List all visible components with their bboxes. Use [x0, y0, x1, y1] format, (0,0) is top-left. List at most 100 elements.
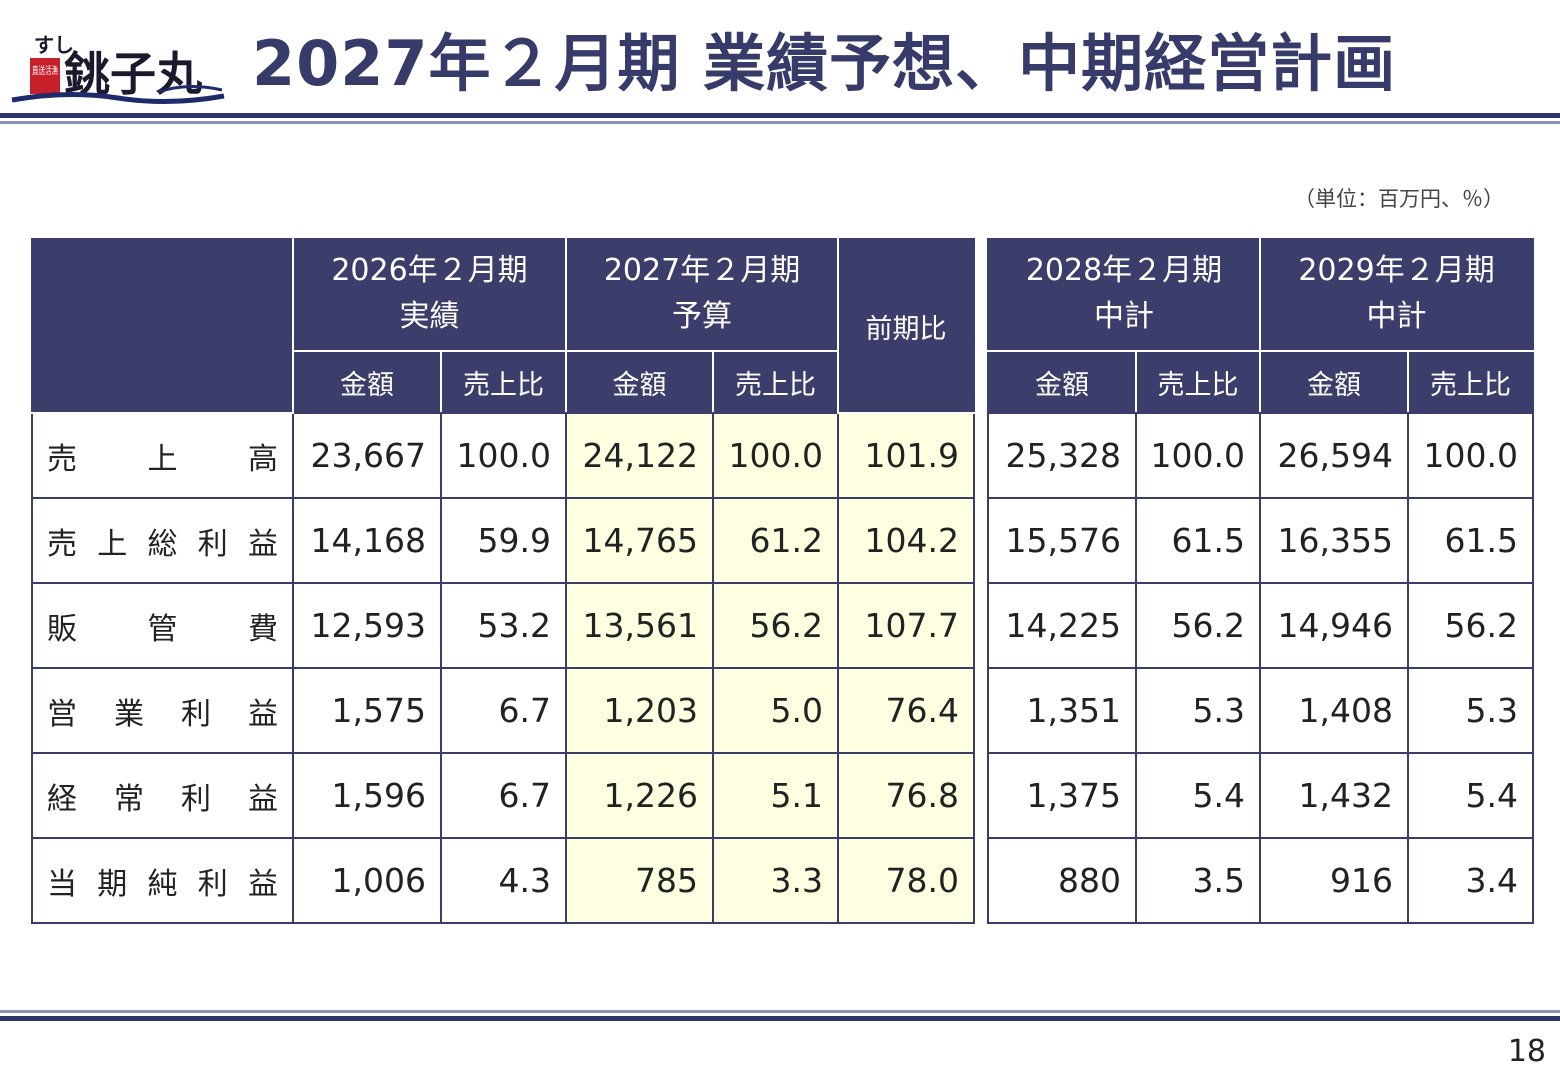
ratio-cell: 61.5	[1407, 497, 1535, 584]
period-2028-year: 2028年２月期	[1025, 253, 1223, 288]
amount-cell: 1,575	[292, 667, 442, 754]
period-2026-year: 2026年２月期	[331, 253, 528, 288]
page-number: 18	[1507, 1034, 1546, 1069]
ratio-cell: 4.3	[439, 837, 568, 924]
ratio-cell: 100.0	[1407, 412, 1535, 499]
header-rule-thick	[0, 113, 1560, 118]
period-2028-kind: 中計	[1094, 299, 1154, 334]
ratio-cell: 61.5	[1134, 497, 1262, 584]
yoy-cell: 104.2	[837, 497, 976, 584]
ratio-cell: 5.3	[1407, 667, 1535, 754]
ratio-cell: 5.1	[712, 752, 840, 839]
right-subheader-row: 金額 売上比 金額 売上比	[987, 350, 1535, 414]
amount-cell: 13,561	[565, 582, 715, 669]
logo-graphic: すし 直送活漁 銚子丸	[11, 33, 225, 105]
amount-cell: 16,355	[1259, 497, 1410, 584]
table-row: 販管費 12,593 53.2 13,561 56.2 107.7	[31, 582, 976, 669]
ratio-cell: 56.2	[712, 582, 840, 669]
subheader-sales-ratio: 売上比	[1134, 350, 1262, 414]
company-logo: すし 直送活漁 銚子丸	[8, 20, 230, 106]
page-title: 2027年２月期 業績予想、中期経営計画	[252, 27, 1397, 100]
footer-rule-thin	[0, 1010, 1560, 1013]
period-header-2029: 2029年２月期 中計	[1259, 238, 1535, 352]
amount-cell: 1,375	[987, 752, 1137, 839]
row-label: 売上総利益	[31, 497, 294, 584]
table-row: 営業利益 1,575 6.7 1,203 5.0 76.4	[31, 667, 976, 754]
subheader-amount: 金額	[987, 350, 1137, 414]
subheader-sales-ratio: 売上比	[712, 350, 840, 414]
amount-cell: 14,168	[292, 497, 442, 584]
subheader-sales-ratio: 売上比	[1407, 350, 1535, 414]
ratio-cell: 61.2	[712, 497, 840, 584]
yoy-header: 前期比	[837, 238, 976, 414]
amount-cell: 14,765	[565, 497, 715, 584]
header-rule-thin	[0, 121, 1560, 124]
right-plan-table: 2028年２月期 中計 2029年２月期 中計 金額 売上比 金額 売上比 25…	[986, 238, 1535, 924]
amount-cell: 1,432	[1259, 752, 1410, 839]
ratio-cell: 3.4	[1407, 837, 1535, 924]
table-row: 1,351 5.3 1,408 5.3	[987, 667, 1535, 754]
subheader-amount: 金額	[565, 350, 715, 414]
table-row: 25,328 100.0 26,594 100.0	[987, 412, 1535, 499]
amount-cell: 1,408	[1259, 667, 1410, 754]
period-header-2028: 2028年２月期 中計	[986, 238, 1262, 352]
ratio-cell: 6.7	[439, 752, 568, 839]
ratio-cell: 53.2	[439, 582, 568, 669]
period-2027-kind: 予算	[672, 299, 733, 334]
unit-note: （単位：百万円、％）	[1294, 187, 1504, 211]
table-row: 売上総利益 14,168 59.9 14,765 61.2 104.2	[31, 497, 976, 584]
row-label: 経常利益	[31, 752, 294, 839]
table-row: 売上高 23,667 100.0 24,122 100.0 101.9	[31, 412, 976, 499]
amount-cell: 26,594	[1259, 412, 1410, 499]
ratio-cell: 59.9	[439, 497, 568, 584]
yoy-cell: 101.9	[837, 412, 976, 499]
svg-text:直送活漁: 直送活漁	[32, 64, 58, 77]
ratio-cell: 100.0	[712, 412, 840, 499]
yoy-cell: 78.0	[837, 837, 976, 924]
table-row: 経常利益 1,596 6.7 1,226 5.1 76.8	[31, 752, 976, 839]
yoy-cell: 76.8	[837, 752, 976, 839]
yoy-cell: 107.7	[837, 582, 976, 669]
right-header-row: 2028年２月期 中計 2029年２月期 中計	[986, 238, 1535, 352]
table-row: 15,576 61.5 16,355 61.5	[987, 497, 1535, 584]
row-label: 営業利益	[31, 667, 294, 754]
ratio-cell: 100.0	[1134, 412, 1262, 499]
period-2029-kind: 中計	[1366, 299, 1427, 334]
table-row: 当期純利益 1,006 4.3 785 3.3 78.0	[31, 837, 976, 924]
amount-cell: 785	[565, 837, 715, 924]
table-row: 880 3.5 916 3.4	[987, 837, 1535, 924]
ratio-cell: 5.0	[712, 667, 840, 754]
corner-header-cell	[31, 238, 294, 414]
amount-cell: 1,351	[987, 667, 1137, 754]
amount-cell: 24,122	[565, 412, 715, 499]
ratio-cell: 3.5	[1134, 837, 1262, 924]
ratio-cell: 5.4	[1134, 752, 1262, 839]
period-2029-year: 2029年２月期	[1298, 253, 1495, 288]
amount-cell: 15,576	[987, 497, 1137, 584]
yoy-cell: 76.4	[837, 667, 976, 754]
period-header-2027: 2027年２月期 予算	[565, 238, 840, 352]
svg-text:銚子丸: 銚子丸	[64, 47, 202, 101]
row-label: 販管費	[31, 582, 294, 669]
subheader-amount: 金額	[292, 350, 442, 414]
footer-rule-thick	[0, 1016, 1560, 1021]
period-2027-year: 2027年２月期	[603, 253, 801, 288]
period-header-2026: 2026年２月期 実績	[291, 238, 568, 352]
amount-cell: 23,667	[292, 412, 442, 499]
ratio-cell: 3.3	[712, 837, 840, 924]
amount-cell: 14,946	[1259, 582, 1410, 669]
ratio-cell: 56.2	[1134, 582, 1262, 669]
row-label: 売上高	[31, 412, 294, 499]
row-label: 当期純利益	[31, 837, 294, 924]
amount-cell: 1,006	[292, 837, 442, 924]
period-2026-kind: 実績	[399, 299, 460, 334]
amount-cell: 12,593	[292, 582, 442, 669]
ratio-cell: 5.4	[1407, 752, 1535, 839]
amount-cell: 1,596	[292, 752, 442, 839]
left-subheader-row: 金額 売上比 金額 売上比	[32, 350, 974, 414]
subheader-amount: 金額	[1259, 350, 1410, 414]
ratio-cell: 100.0	[439, 412, 568, 499]
amount-cell: 880	[987, 837, 1137, 924]
svg-text:すし: すし	[34, 33, 74, 57]
ratio-cell: 5.3	[1134, 667, 1262, 754]
